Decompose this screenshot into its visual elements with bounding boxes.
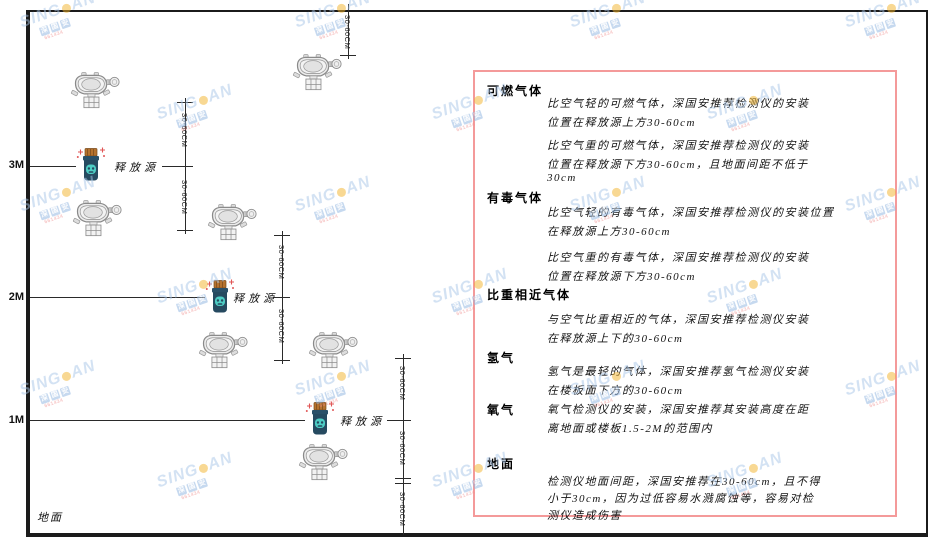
dim-label: 30-60CM [180,180,189,215]
info-line: 在释放源上下的30-60cm [547,333,684,345]
ground-line [27,533,928,537]
guide-line-2m [30,297,205,298]
info-line: 氧气检测仪的安装，深国安推荐其安装高度在距 [547,404,810,416]
dim-tick [274,235,290,236]
release-source-label: 释放源 [340,416,385,428]
dim-label: 30-60CM [398,431,407,466]
release-source-icon [76,146,106,184]
info-line: 小于30cm，因为过低容易水溅腐蚀等，容易对检 [547,493,815,505]
info-line: 比空气重的可燃气体，深国安推荐检测仪的安装 [547,140,810,152]
axis-label-1m: 1M [8,414,24,426]
gas-detector-icon [198,330,248,369]
info-line: 比空气轻的有毒气体，深国安推荐检测仪的安装位置 [547,207,835,219]
info-line: 离地面或楼板1.5-2M的范围内 [547,423,714,435]
section-heading-ground: 地面 [487,457,516,471]
info-line: 位置在释放源下方30-60cm [547,271,696,283]
section-heading-combustible: 可燃气体 [487,84,544,98]
dim-tick [395,478,411,479]
ceiling-line [27,10,928,12]
guide-line-1m [30,420,305,421]
dim-tick [395,358,411,359]
singoan-watermark: SING AN 深国安 661434 [154,81,235,134]
dim-label: 30-60CM [398,366,407,401]
sun-dot-icon [335,370,348,382]
singoan-watermark: SING AN 深国安 661434 [567,0,648,42]
dim-tick [395,483,411,484]
gas-detector-icon [72,198,122,237]
section-heading-hydrogen: 氢气 [487,351,516,365]
dim-tick [177,230,193,231]
info-line: 位置在释放源上方30-60cm [547,117,696,129]
axis-label-3m: 3M [8,159,24,171]
gas-detector-icon [70,70,120,109]
ground-label: 地面 [37,512,63,524]
section-heading-toxic: 有毒气体 [487,191,544,205]
dim-line [348,4,349,59]
guide-line-3m [30,166,76,167]
sun-dot-icon [60,186,73,198]
dim-tick [274,297,290,298]
dim-label: 30-60CM [398,492,407,527]
dim-tick [395,420,411,421]
right-border-line [926,10,928,537]
dim-label: 30-60CM [277,245,286,280]
dim-tick [340,55,356,56]
gas-detector-icon [292,52,342,91]
dim-tick [177,166,193,167]
release-source-label: 释放源 [233,293,278,305]
info-line: 比空气轻的可燃气体，深国安推荐检测仪的安装 [547,98,810,110]
dim-label: 30-60CM [343,15,352,50]
release-source-icon [305,400,335,438]
gas-detector-icon [207,202,257,241]
section-heading-oxygen: 氧气 [487,403,516,417]
sun-dot-icon [60,370,73,382]
release-source-label: 释放源 [114,162,159,174]
dim-label: 30-60CM [180,113,189,148]
singoan-watermark: SING AN 深国安 661434 [842,0,923,42]
dim-label: 30-60CM [277,309,286,344]
singoan-watermark: SING AN 深国安 661434 [154,449,235,502]
sun-dot-icon [197,462,210,474]
singoan-watermark: SING AN 深国安 661434 [292,173,373,226]
info-line: 与空气比重相近的气体，深国安推荐检测仪安装 [547,314,810,326]
singoan-watermark: SING AN 深国安 661434 [17,357,98,410]
dim-line [403,354,404,535]
dim-tick [274,360,290,361]
gas-detector-icon [308,330,358,369]
info-line: 氢气是最轻的气体，深国安推荐氢气检测仪安装 [547,366,810,378]
wall-line [26,10,30,537]
info-line: 位置在释放源下方30-60cm，且地面间距不低于 [547,159,809,171]
dim-tick [177,102,193,103]
info-line: 在楼板面下方的30-60cm [547,385,684,397]
guide-line-3m-ext [162,166,186,167]
info-line: 检测仪地面间距，深国安推荐在30-60cm，且不得 [547,476,821,488]
axis-label-2m: 2M [8,291,24,303]
info-line: 测仪造成伤害 [547,510,622,522]
singoan-watermark: SING AN 深国安 661434 [17,0,98,42]
sun-dot-icon [335,186,348,198]
section-heading-similar-density: 比重相近气体 [487,288,572,302]
info-line: 比空气重的有毒气体，深国安推荐检测仪的安装 [547,252,810,264]
sun-dot-icon [197,94,210,106]
gas-detector-icon [298,442,348,481]
info-panel: 可燃气体 比空气轻的可燃气体，深国安推荐检测仪的安装 位置在释放源上方30-60… [473,70,897,522]
info-line: 在释放源上方30-60cm [547,226,671,238]
info-line: 30cm [547,172,577,184]
release-source-icon [205,278,235,316]
